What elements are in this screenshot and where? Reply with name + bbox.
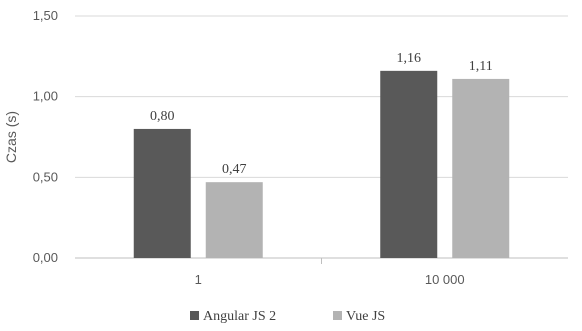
data-labels: 0,80 0,47 1,16 1,11 [150,51,493,177]
y-tick-label: 1,50 [33,8,58,23]
legend-label: Vue JS [346,309,385,324]
bar-angular-js-2-1 [380,70,438,258]
bar-vue-js-0 [205,182,263,258]
y-tick-label: 1,00 [33,89,58,104]
data-label: 1,11 [469,59,493,74]
legend: Angular JS 2 Vue JS [190,309,385,324]
bar-angular-js-2-0 [133,128,191,258]
category-label: 1 [195,272,202,287]
data-label: 0,80 [150,109,175,124]
category-label: 10 000 [425,272,465,287]
data-label: 0,47 [222,162,247,177]
data-label: 1,16 [397,51,422,66]
bars [133,70,510,258]
y-tick-label: 0,50 [33,169,58,184]
category-labels: 1 10 000 [195,272,465,287]
legend-label: Angular JS 2 [203,309,276,324]
legend-swatch [333,311,342,320]
y-tick-label: 0,00 [33,250,58,265]
legend-swatch [190,311,199,320]
bar-vue-js-1 [452,78,510,258]
y-tick-labels: 0,00 0,50 1,00 1,50 [33,8,58,265]
y-axis-title: Czas (s) [3,111,19,163]
